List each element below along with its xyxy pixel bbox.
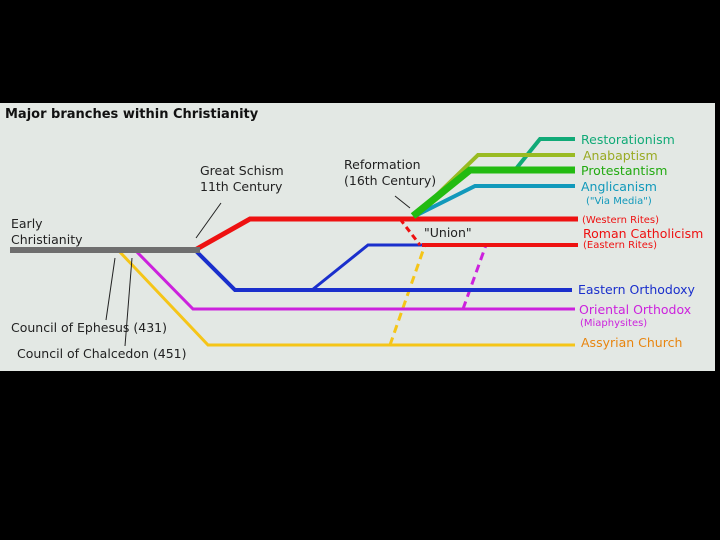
assyrian-union-dashed [388,244,427,346]
oriental-line [133,248,575,311]
roman-catholicism-label: Roman Catholicism [583,226,703,241]
reformation-pointer [394,195,411,209]
early-label-2: Christianity [11,232,83,247]
anglicanism-label: Anglicanism [581,179,657,194]
orthodox-union-line [311,243,425,292]
restorationism-label: Restorationism [581,132,675,147]
restorationism-line [513,137,575,172]
protestantism-label: Protestantism [581,163,667,178]
oriental-orthodox-label: Oriental Orthodox [579,302,691,317]
diagram-title: Major branches within Christianity [5,107,259,122]
schism-label-1: Great Schism [200,163,284,178]
union-label: "Union" [424,225,472,240]
schism-label-2: 11th Century [200,179,283,194]
anabaptism-label: Anabaptism [583,148,658,163]
diagram-panel [0,103,715,371]
early-label-1: Early [11,216,43,231]
orthodox-line [193,248,572,292]
ephesus-pointer [105,257,116,321]
miaphysites-label: (Miaphysites) [580,318,647,329]
schism-pointer [195,202,222,239]
reformation-label-2: (16th Century) [344,173,436,188]
anglicanism-line [414,184,575,218]
reformation-label-1: Reformation [344,157,421,172]
protestantism-line [410,166,575,219]
chalcedon-pointer [124,257,133,347]
via-media-label: ("Via Media") [586,196,652,207]
chalcedon-label: Council of Chalcedon (451) [17,346,186,361]
eastern-rites-label: (Eastern Rites) [583,240,657,251]
catholic-line [193,216,578,253]
assyrian-church-label: Assyrian Church [581,335,682,350]
oriental-union-dashed [461,244,488,310]
western-rites-label: (Western Rites) [582,215,659,226]
assyrian-line [116,248,575,347]
eastern-orthodoxy-label: Eastern Orthodoxy [578,282,696,297]
ephesus-label: Council of Ephesus (431) [11,320,167,335]
catholic-union-dashed [398,218,422,246]
